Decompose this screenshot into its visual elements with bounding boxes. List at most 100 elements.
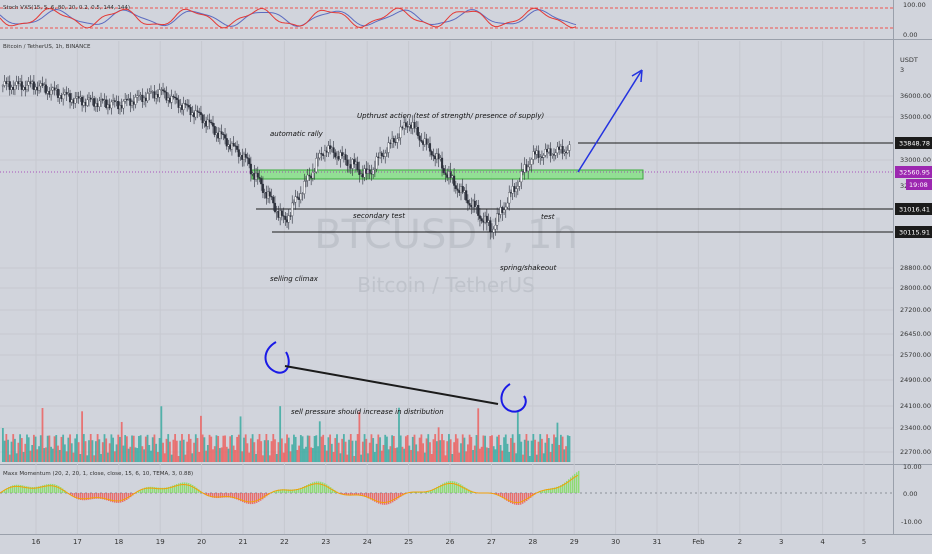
candle-body: [255, 173, 257, 179]
momentum-bar: [388, 493, 389, 504]
candle-body: [71, 100, 73, 102]
volume-bar: [236, 437, 238, 462]
candle-body: [190, 107, 192, 115]
volume-bar: [457, 438, 459, 462]
candle-body: [269, 192, 271, 196]
momentum-label[interactable]: Maxx Momentum (20, 2, 20, 1, close, clos…: [3, 471, 193, 477]
candle-body: [458, 190, 460, 192]
candle-body: [415, 127, 417, 128]
volume-bar: [348, 440, 350, 462]
candle-body: [417, 127, 419, 136]
candle-body: [241, 155, 243, 160]
volume-bar: [555, 437, 557, 462]
volume-bar: [362, 442, 364, 462]
volume-bar: [62, 435, 64, 462]
candle-body: [472, 201, 474, 207]
candle-body: [279, 211, 281, 218]
momentum-bar: [384, 493, 385, 505]
volume-bar: [489, 436, 491, 462]
candle-body: [562, 146, 564, 153]
candle-body: [109, 105, 111, 108]
candle-body: [486, 216, 488, 222]
candle-body: [498, 214, 500, 215]
volume-bar: [50, 447, 52, 462]
candle-body: [488, 221, 490, 223]
volume-bar: [295, 437, 297, 462]
volume-bar: [17, 443, 19, 462]
volume-bar: [24, 444, 26, 462]
candle-body: [531, 159, 533, 164]
stoch-label[interactable]: Stoch VXS(15, 5, 6, 80, 20, 0.2, 0.5, 14…: [3, 5, 130, 11]
candle-body: [551, 154, 553, 155]
candle-body: [278, 211, 280, 217]
level-price-text: 30115.91: [899, 229, 930, 237]
volume-bar: [210, 437, 212, 462]
volume-bar: [143, 449, 145, 462]
volume-bar: [30, 451, 32, 462]
volume-bar: [340, 453, 342, 462]
candle-body: [185, 103, 187, 104]
candle-body: [538, 151, 540, 158]
candle-body: [166, 92, 168, 100]
volume-bar: [569, 436, 571, 462]
candle-body: [560, 146, 562, 149]
volume-bar: [357, 434, 359, 462]
candle-body: [290, 216, 292, 217]
volume-bar: [55, 435, 57, 462]
volume-bar: [417, 451, 419, 462]
volume-bar: [433, 439, 435, 462]
candle-body: [469, 203, 471, 205]
candle-body: [441, 158, 443, 168]
candle-body: [38, 86, 40, 90]
volume-bar: [276, 454, 278, 462]
volume-bar: [441, 434, 443, 462]
candle-body: [252, 173, 254, 174]
candle-body: [221, 132, 223, 134]
candle-body: [398, 138, 400, 139]
candle-body: [117, 101, 119, 109]
volume-bar: [420, 434, 422, 462]
candle-body: [519, 182, 521, 186]
candle-body: [67, 93, 69, 94]
volume-bar: [481, 447, 483, 462]
watermark-name: Bitcoin / TetherUS: [357, 273, 535, 297]
volume-bar: [427, 434, 429, 462]
candle-body: [513, 186, 515, 191]
symbol-label[interactable]: Bitcoin / TetherUS, 1h, BINANCE: [3, 44, 91, 50]
candle-body: [336, 156, 338, 157]
volume-bar: [446, 441, 448, 462]
volume-bar: [379, 437, 381, 462]
candle-body: [433, 155, 435, 156]
candle-body: [188, 105, 190, 107]
volume-bar: [369, 443, 371, 462]
candle-body: [30, 82, 32, 84]
volume-bar: [405, 436, 407, 462]
time-tick: 22: [280, 538, 289, 546]
momentum-bar: [118, 493, 119, 503]
momentum-bar: [256, 493, 257, 503]
price-tick: 24100.00: [900, 402, 931, 410]
candle-body: [169, 98, 171, 102]
candle-body: [179, 105, 181, 107]
volume-bar: [536, 455, 538, 462]
volume-bar: [517, 411, 519, 462]
candle-body: [474, 201, 476, 207]
volume-bar: [141, 446, 143, 462]
candle-body: [26, 85, 28, 90]
candle-body: [191, 113, 193, 115]
volume-bar: [532, 434, 534, 462]
time-tick: 27: [487, 538, 496, 546]
candle-body: [31, 82, 33, 84]
candle-body: [479, 216, 481, 219]
candle-body: [250, 164, 252, 174]
volume-bar: [252, 434, 254, 462]
candle-body: [107, 105, 109, 108]
volume-bar: [300, 435, 302, 462]
volume-bar: [451, 454, 453, 462]
volume-bar: [455, 434, 457, 462]
momentum-bar: [322, 482, 323, 493]
volume-bar: [16, 453, 18, 462]
